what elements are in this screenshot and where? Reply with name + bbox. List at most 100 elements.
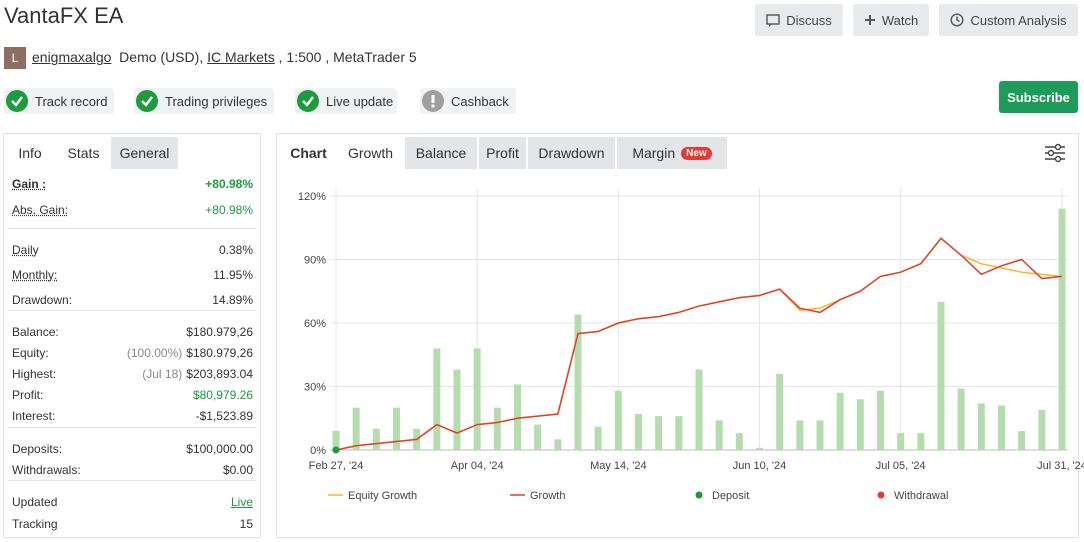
check-icon xyxy=(297,90,319,112)
x-tick-label: Apr 04, '24 xyxy=(451,460,504,472)
stat-value: $203,893.04 xyxy=(186,367,253,381)
stat-value-wrap: $0.00 xyxy=(223,463,253,477)
account-type: Demo (USD), xyxy=(119,49,204,65)
stat-row: Gain : +80.98% xyxy=(12,174,253,194)
stat-value-wrap: Live xyxy=(231,495,253,509)
separator xyxy=(8,228,256,229)
stat-label: Equity: xyxy=(12,346,49,360)
bar xyxy=(998,405,1005,450)
stat-value: $80,979.26 xyxy=(192,388,253,402)
bar xyxy=(937,301,945,450)
stat-row: Highest: (Jul 18) $203,893.04 xyxy=(12,364,253,384)
stat-value: 15 xyxy=(239,517,253,531)
stat-value-wrap: +80.98% xyxy=(205,177,253,191)
settings-icon[interactable] xyxy=(1044,143,1066,163)
bar xyxy=(594,426,602,450)
badge-label: Live update xyxy=(326,93,394,109)
stat-value-wrap: $180.979,26 xyxy=(186,325,253,339)
stat-value: $0.00 xyxy=(222,463,253,477)
stat-value: +80.98% xyxy=(205,203,253,217)
check-icon xyxy=(6,90,28,112)
stat-value-wrap: 15 xyxy=(240,517,253,531)
stat-label: Deposits: xyxy=(12,442,63,456)
stat-value-wrap: -$1,523.89 xyxy=(196,409,253,423)
button-label: Discuss xyxy=(786,12,832,28)
bar xyxy=(695,369,703,450)
stat-row: Deposits: $100,000.00 xyxy=(12,439,253,459)
stat-value-wrap: (Jul 18) $203,893.04 xyxy=(142,367,253,381)
stat-value: Live xyxy=(230,495,253,509)
legend-label: Deposit xyxy=(712,490,749,502)
badge: Live update xyxy=(295,88,397,114)
icon xyxy=(864,15,875,25)
stat-label: Tracking xyxy=(12,517,58,531)
separator xyxy=(8,310,256,311)
stat-row: Profit: $80,979.26 xyxy=(12,385,253,405)
user-link[interactable]: enigmaxalgo xyxy=(32,49,112,65)
y-tick-label: 60% xyxy=(304,318,326,330)
stat-note: (Jul 18) xyxy=(142,367,183,381)
stat-value: $180.979,26 xyxy=(186,325,253,339)
legend-swatch xyxy=(877,491,885,499)
tab[interactable]: Profit xyxy=(479,137,526,169)
bar xyxy=(816,420,824,450)
bar xyxy=(897,433,905,450)
broker-link[interactable]: IC Markets xyxy=(207,49,275,65)
stat-row: Drawdown: 14.89% xyxy=(12,290,253,310)
x-tick-label: Jun 10, '24 xyxy=(733,460,786,472)
icon xyxy=(766,13,780,27)
stat-value-wrap: +80.98% xyxy=(205,203,253,217)
bar xyxy=(877,390,884,450)
tab[interactable]: Balance xyxy=(405,137,477,169)
stat-value-wrap: (100.00%) $180.979,26 xyxy=(127,346,253,360)
account-line: enigmaxalgo Demo (USD), IC Markets , 1:5… xyxy=(32,49,417,65)
bar xyxy=(453,369,461,450)
bar xyxy=(796,420,804,450)
tab[interactable]: Drawdown xyxy=(528,137,615,169)
tab[interactable]: Margin New xyxy=(617,137,727,169)
tab[interactable]: Growth xyxy=(338,137,403,169)
stat-label: Daily xyxy=(12,243,39,257)
icon xyxy=(950,13,964,27)
bar xyxy=(514,384,521,450)
tab[interactable]: Stats xyxy=(56,137,111,169)
bar xyxy=(332,430,340,450)
bar xyxy=(977,403,985,450)
bar xyxy=(1038,409,1046,450)
legend-swatch xyxy=(695,491,703,499)
stat-value: $100,000.00 xyxy=(186,442,253,456)
stat-row: Interest: -$1,523.89 xyxy=(12,406,253,426)
bar xyxy=(655,416,663,450)
y-tick-label: 120% xyxy=(298,191,326,203)
tab-label: Drawdown xyxy=(538,145,605,161)
line xyxy=(335,237,1063,451)
stat-label: Gain : xyxy=(12,177,47,191)
x-tick-label: Jul 31, '24 xyxy=(1037,460,1084,472)
badge-label: Trading privileges xyxy=(165,93,268,109)
bar xyxy=(614,390,622,450)
stat-value: 0.38% xyxy=(218,243,253,257)
bar xyxy=(493,407,501,450)
tab[interactable]: Info xyxy=(4,137,56,169)
stat-value-wrap: 11.95% xyxy=(213,268,253,282)
bar xyxy=(574,314,582,450)
bar xyxy=(836,392,844,450)
chart-panel: Chart Growth Balance Profit Drawdown Margin Ne… xyxy=(276,133,1079,538)
badge: Cashback xyxy=(420,88,516,114)
stat-label: Highest: xyxy=(12,367,57,381)
bar xyxy=(776,373,784,450)
tab[interactable]: General xyxy=(111,137,178,169)
check-icon xyxy=(136,90,158,112)
custom-analysis-button[interactable]: Custom Analysis xyxy=(939,4,1078,36)
bar xyxy=(554,439,562,450)
subscribe-button[interactable]: Subscribe xyxy=(999,81,1078,113)
discuss-button[interactable]: Discuss xyxy=(755,4,843,36)
stat-value-wrap: $100,000.00 xyxy=(186,442,253,456)
stat-value: 11.95% xyxy=(213,268,253,282)
watch-button[interactable]: Watch xyxy=(853,4,929,36)
bar xyxy=(957,388,965,450)
page-title: VantaFX EA xyxy=(4,3,124,28)
stat-row: Tracking 15 xyxy=(12,514,253,534)
